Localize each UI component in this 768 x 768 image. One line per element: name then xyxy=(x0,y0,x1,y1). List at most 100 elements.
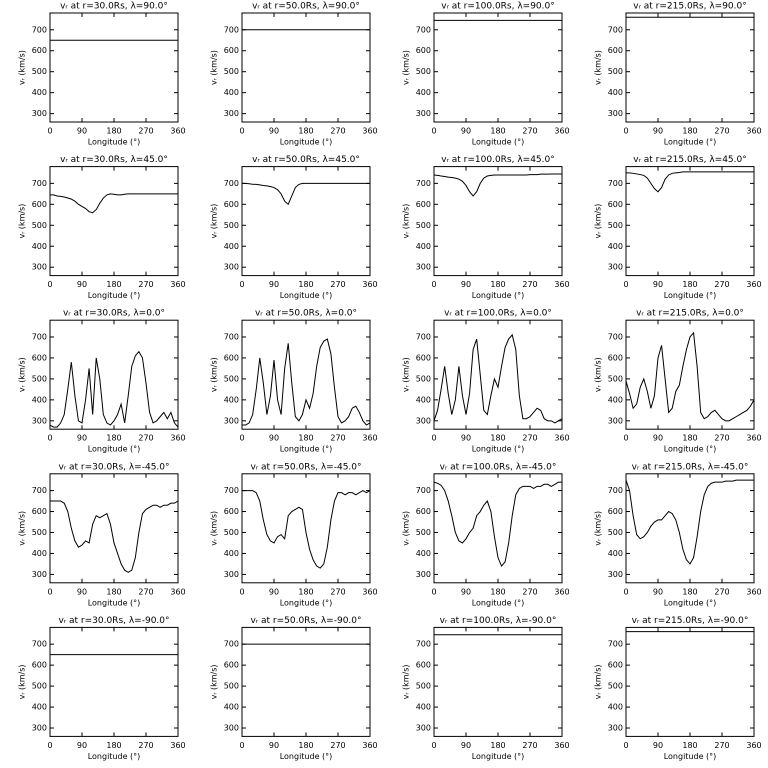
y-axis-label: vᵣ (km/s) xyxy=(18,664,27,699)
y-tick-label: 300 xyxy=(224,570,239,579)
y-tick-label: 400 xyxy=(32,549,47,558)
y-tick-label: 600 xyxy=(608,46,623,55)
x-tick-label: 0 xyxy=(47,280,52,289)
x-tick-label: 0 xyxy=(239,741,244,750)
x-tick-label: 270 xyxy=(522,741,537,750)
x-tick-label: 360 xyxy=(362,434,377,443)
panel-title: vᵣ at r=100.0Rs, λ=45.0° xyxy=(441,155,555,165)
y-tick-label: 700 xyxy=(224,25,239,34)
x-tick-label: 90 xyxy=(77,587,87,596)
x-tick-label: 270 xyxy=(138,127,153,136)
data-line xyxy=(433,481,562,567)
y-tick-label: 300 xyxy=(608,109,623,118)
y-axis-label: vᵣ (km/s) xyxy=(594,50,603,85)
y-tick-label: 300 xyxy=(224,263,239,272)
y-tick-label: 300 xyxy=(608,724,623,733)
panel-title: vᵣ at r=30.0Rs, λ=45.0° xyxy=(60,155,168,165)
y-tick-label: 500 xyxy=(416,67,431,76)
x-tick-label: 180 xyxy=(490,741,505,750)
x-tick-label: 180 xyxy=(298,127,313,136)
y-tick-label: 600 xyxy=(416,200,431,209)
x-tick-label: 0 xyxy=(239,587,244,596)
x-tick-label: 360 xyxy=(362,741,377,750)
x-tick-label: 180 xyxy=(106,127,121,136)
y-tick-label: 500 xyxy=(32,374,47,383)
y-axis-label: vᵣ (km/s) xyxy=(210,357,219,392)
y-tick-label: 500 xyxy=(608,221,623,230)
data-line xyxy=(626,171,754,193)
panel: vᵣ at r=100.0Rs, λ=-90.0° Longitude (°) vᵣ… xyxy=(402,616,570,761)
y-tick-label: 300 xyxy=(32,109,47,118)
y-tick-label: 700 xyxy=(224,332,239,341)
x-tick-label: 270 xyxy=(330,434,345,443)
y-tick-label: 400 xyxy=(608,549,623,558)
x-tick-label: 0 xyxy=(431,280,436,289)
plot-frame xyxy=(433,626,563,737)
y-axis-label: vᵣ (km/s) xyxy=(402,511,411,546)
x-tick-label: 360 xyxy=(554,741,569,750)
x-tick-label: 180 xyxy=(490,127,505,136)
panel-title: vᵣ at r=30.0Rs, λ=0.0° xyxy=(63,309,165,319)
panel-title: vᵣ at r=50.0Rs, λ=0.0° xyxy=(255,309,357,319)
y-tick-label: 400 xyxy=(608,703,623,712)
plot-frame xyxy=(433,12,563,123)
y-tick-label: 700 xyxy=(416,25,431,34)
x-tick-label: 0 xyxy=(47,587,52,596)
x-tick-label: 360 xyxy=(362,280,377,289)
x-tick-label: 90 xyxy=(653,741,663,750)
y-tick-label: 400 xyxy=(224,88,239,97)
y-tick-label: 300 xyxy=(224,724,239,733)
plot-frame xyxy=(49,626,179,737)
x-axis-label: Longitude (°) xyxy=(280,598,333,607)
x-tick-label: 90 xyxy=(77,434,87,443)
y-tick-label: 500 xyxy=(416,374,431,383)
y-tick-label: 400 xyxy=(224,395,239,404)
plot-frame xyxy=(433,319,563,430)
x-tick-label: 360 xyxy=(554,127,569,136)
x-tick-label: 90 xyxy=(77,741,87,750)
y-tick-label: 500 xyxy=(32,221,47,230)
x-tick-label: 0 xyxy=(431,587,436,596)
x-axis-label: Longitude (°) xyxy=(472,445,525,454)
y-tick-label: 400 xyxy=(416,549,431,558)
data-line xyxy=(50,500,179,573)
y-tick-label: 700 xyxy=(32,640,47,649)
panel-title: vᵣ at r=50.0Rs, λ=-90.0° xyxy=(250,616,361,626)
x-tick-label: 180 xyxy=(490,587,505,596)
x-axis-label: Longitude (°) xyxy=(88,598,141,607)
y-tick-label: 300 xyxy=(608,570,623,579)
panel: vᵣ at r=30.0Rs, λ=-90.0° Longitude (°) vᵣ … xyxy=(18,616,186,761)
y-axis-label: vᵣ (km/s) xyxy=(594,664,603,699)
y-tick-label: 700 xyxy=(32,179,47,188)
y-tick-label: 600 xyxy=(224,507,239,516)
data-line xyxy=(433,333,563,424)
x-axis-label: Longitude (°) xyxy=(88,752,141,761)
x-tick-label: 180 xyxy=(490,280,505,289)
y-tick-label: 300 xyxy=(224,109,239,118)
x-tick-label: 270 xyxy=(138,587,153,596)
y-tick-label: 700 xyxy=(224,486,239,495)
y-tick-label: 500 xyxy=(224,374,239,383)
y-tick-label: 400 xyxy=(416,88,431,97)
panel-title: vᵣ at r=30.0Rs, λ=-45.0° xyxy=(58,462,169,472)
y-tick-label: 600 xyxy=(32,46,47,55)
x-tick-label: 180 xyxy=(298,741,313,750)
x-tick-label: 360 xyxy=(746,587,761,596)
plot-frame xyxy=(49,473,179,584)
panel-title: vᵣ at r=215.0Rs, λ=-45.0° xyxy=(632,462,749,472)
y-tick-label: 600 xyxy=(224,46,239,55)
x-tick-label: 180 xyxy=(682,127,697,136)
x-tick-label: 0 xyxy=(623,127,628,136)
y-tick-label: 300 xyxy=(32,570,47,579)
x-axis-label: Longitude (°) xyxy=(472,138,525,147)
y-tick-label: 300 xyxy=(416,416,431,425)
x-tick-label: 180 xyxy=(490,434,505,443)
panel: vᵣ at r=50.0Rs, λ=-45.0° Longitude (°) vᵣ … xyxy=(210,462,378,607)
y-tick-label: 400 xyxy=(608,395,623,404)
panel: vᵣ at r=50.0Rs, λ=45.0° Longitude (°) vᵣ (… xyxy=(210,155,378,300)
x-tick-label: 0 xyxy=(239,280,244,289)
x-tick-label: 90 xyxy=(653,280,663,289)
x-axis-label: Longitude (°) xyxy=(88,291,141,300)
y-tick-label: 500 xyxy=(224,221,239,230)
